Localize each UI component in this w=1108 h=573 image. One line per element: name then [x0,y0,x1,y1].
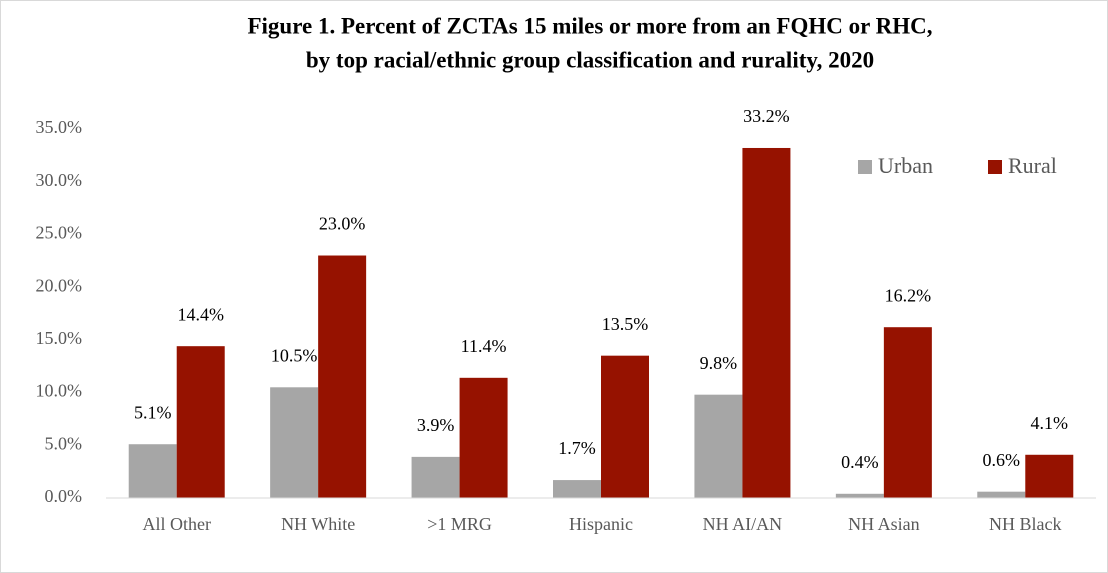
bar [694,394,743,498]
y-tick-label: 35.0% [36,117,83,137]
legend-swatch [858,160,872,174]
chart-title: Figure 1. Percent of ZCTAs 15 miles or m… [247,13,932,38]
bar [835,493,884,498]
value-label: 16.2% [885,285,932,305]
x-tick-label: >1 MRG [427,514,492,534]
legend-swatch [988,160,1002,174]
bar [270,387,319,498]
bar [553,480,601,498]
bar [742,147,791,498]
y-tick-label: 30.0% [36,170,83,190]
value-label: 3.9% [417,415,455,435]
bar [883,327,932,498]
value-label: 23.0% [319,214,366,234]
x-tick-label: All Other [142,514,210,534]
y-tick-label: 5.0% [45,433,83,453]
value-label: 9.8% [700,353,738,373]
x-tick-label: NH White [281,514,355,534]
x-tick-label: Hispanic [569,514,633,534]
x-tick-label: NH Asian [848,514,920,534]
bar [601,355,649,498]
value-label: 0.6% [983,450,1021,470]
y-tick-label: 15.0% [36,328,83,348]
bar [318,255,367,498]
value-label: 14.4% [177,304,224,324]
value-label: 13.5% [602,314,649,334]
y-tick-label: 20.0% [36,275,83,295]
value-label: 1.7% [558,438,596,458]
value-label: 5.1% [134,402,172,422]
legend-label: Urban [878,153,933,178]
value-label: 4.1% [1031,413,1069,433]
y-tick-label: 25.0% [36,223,83,243]
bar [1025,454,1074,498]
y-tick-label: 10.0% [36,381,83,401]
bar [411,456,460,498]
y-tick-label: 0.0% [45,486,83,506]
chart-title: by top racial/ethnic group classificatio… [306,47,874,72]
value-label: 33.2% [743,106,790,126]
legend-label: Rural [1008,153,1057,178]
value-label: 0.4% [841,452,879,472]
bar [977,491,1026,498]
value-label: 11.4% [461,336,507,356]
bar [128,444,177,498]
value-label: 10.5% [271,345,318,365]
bar [176,346,225,498]
x-tick-label: NH AI/AN [703,514,783,534]
bar [459,377,508,498]
x-tick-label: NH Black [989,514,1061,534]
